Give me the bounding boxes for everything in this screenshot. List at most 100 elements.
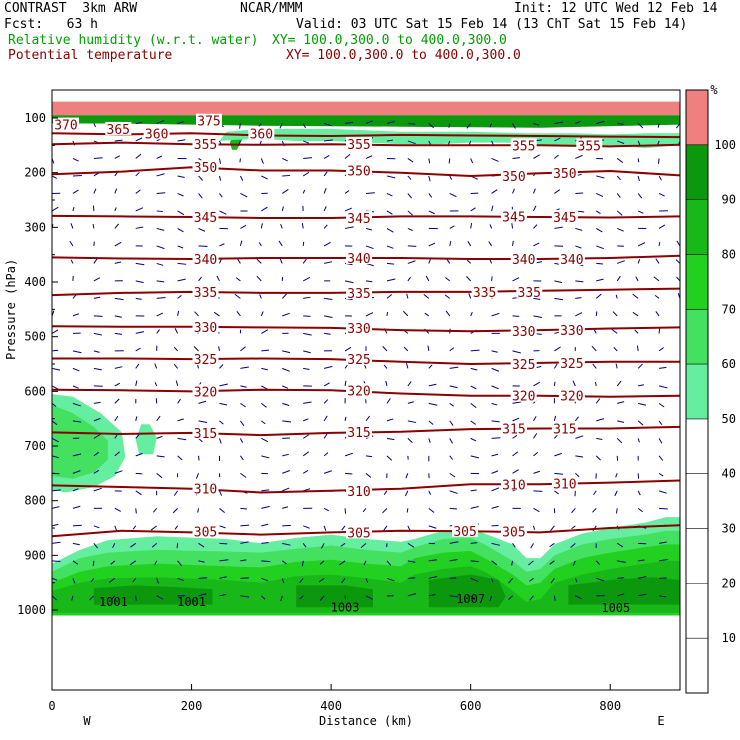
wind-vector xyxy=(511,560,514,566)
wind-vector xyxy=(365,245,374,250)
colorbar-band xyxy=(686,309,708,365)
wind-vector xyxy=(658,472,664,477)
wind-vector xyxy=(236,311,241,317)
wind-vector xyxy=(303,157,312,159)
rh-fill-layer xyxy=(52,101,680,616)
wind-vector xyxy=(218,158,222,164)
wind-vector xyxy=(282,158,288,162)
wind-vector xyxy=(72,505,81,509)
wind-vector xyxy=(282,453,289,457)
wind-vector xyxy=(637,490,641,496)
wind-vector xyxy=(239,123,241,129)
wind-vector xyxy=(407,420,417,424)
wind-vector xyxy=(425,275,430,282)
theta-label: 340 xyxy=(347,252,370,267)
wind-vector xyxy=(323,452,329,457)
wind-vector xyxy=(428,259,431,264)
wind-vector xyxy=(72,350,82,354)
theta-label-box xyxy=(516,284,543,298)
wind-vector xyxy=(512,240,514,247)
theta-label-box xyxy=(510,357,537,371)
wind-vector xyxy=(637,363,643,369)
wind-vector xyxy=(679,560,680,562)
theta-label-box xyxy=(346,483,373,497)
wind-vector xyxy=(386,175,396,179)
wind-vector xyxy=(93,434,101,439)
wind-vector xyxy=(239,240,243,247)
wind-vector xyxy=(150,525,157,531)
theta-label-box xyxy=(192,284,219,298)
wind-vector xyxy=(572,560,576,567)
wind-vector xyxy=(156,192,166,194)
theta-label: 350 xyxy=(553,167,576,182)
wind-vector xyxy=(341,525,346,531)
wind-vector xyxy=(365,455,373,458)
wind-vector xyxy=(679,210,680,211)
wind-vector xyxy=(323,188,327,194)
wind-vector xyxy=(554,226,563,229)
wind-vector xyxy=(281,293,287,299)
wind-vector xyxy=(533,381,541,387)
wind-vector xyxy=(512,188,515,194)
wind-vector xyxy=(114,470,123,474)
wind-vector xyxy=(114,451,120,457)
rh-region-100 xyxy=(52,101,680,116)
theta-label-box xyxy=(346,525,373,539)
wind-vector xyxy=(428,193,433,198)
wind-vector xyxy=(386,577,395,582)
wind-vector xyxy=(219,364,224,369)
theta-label: 360 xyxy=(145,127,168,142)
wind-vector xyxy=(156,455,165,458)
wind-vector xyxy=(679,507,680,509)
wind-vector xyxy=(428,490,432,495)
theta-label: 345 xyxy=(347,212,370,227)
theta-label: 315 xyxy=(194,427,217,442)
wind-vector xyxy=(282,350,291,354)
theta-label: 330 xyxy=(560,324,583,339)
theta-label-box xyxy=(500,524,527,538)
wind-vector xyxy=(302,451,310,457)
wind-vector xyxy=(235,277,241,282)
wind-vector xyxy=(593,490,597,496)
rh-region-60 xyxy=(52,405,108,479)
theta-label: 325 xyxy=(560,357,583,372)
wind-vector xyxy=(491,350,498,353)
wind-vector xyxy=(428,175,431,182)
wind-vector xyxy=(679,438,680,439)
wind-vector xyxy=(407,210,413,216)
wind-vector xyxy=(658,327,661,334)
y-tick-label: 1000 xyxy=(17,603,46,617)
wind-vector xyxy=(52,489,61,492)
wind-vector xyxy=(617,140,625,144)
wind-vector xyxy=(93,172,99,177)
wind-vector xyxy=(404,490,409,497)
wind-vector xyxy=(632,311,639,317)
wind-vector xyxy=(198,560,205,563)
wind-vector xyxy=(240,507,248,510)
wind-vector xyxy=(197,508,200,513)
wind-vector xyxy=(114,415,119,422)
wind-vector xyxy=(303,296,311,299)
wind-vector xyxy=(278,240,283,247)
wind-vector xyxy=(114,507,121,512)
wind-vector xyxy=(135,452,143,457)
theta-label-box xyxy=(500,168,527,182)
wind-vector xyxy=(489,224,493,229)
wind-vector xyxy=(240,524,250,527)
wind-vector xyxy=(658,175,662,181)
wind-vector xyxy=(679,385,680,387)
wind-vector xyxy=(616,175,621,181)
wind-vector xyxy=(114,315,122,318)
theta-label-box xyxy=(558,252,585,266)
wind-vector xyxy=(386,278,396,282)
wind-vector xyxy=(365,312,374,317)
wind-vector xyxy=(282,506,289,509)
theta-label-box xyxy=(192,384,219,398)
wind-vector xyxy=(575,297,582,299)
wind-vector xyxy=(575,595,582,600)
theta-label: 335 xyxy=(194,286,217,301)
wind-vector xyxy=(110,560,116,565)
wind-vector xyxy=(449,455,453,460)
wind-vector xyxy=(302,189,306,194)
wind-vector xyxy=(72,158,79,162)
